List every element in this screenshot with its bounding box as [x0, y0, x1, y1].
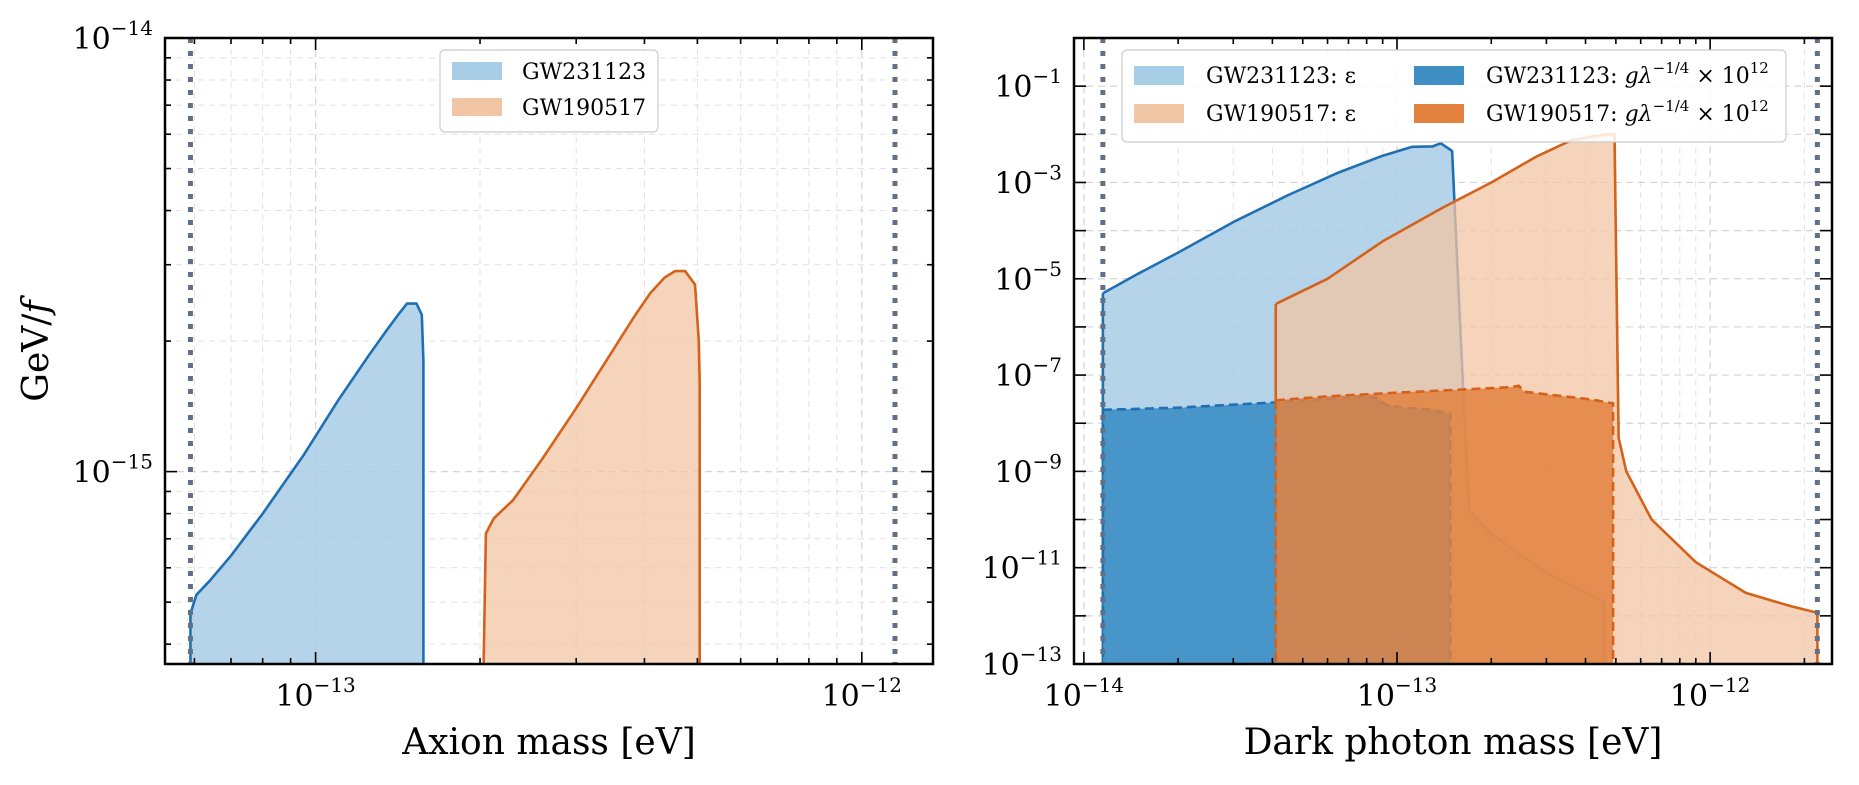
- left-legend-label-gw231123: GW231123: [522, 60, 646, 85]
- right-legend-lambda-4: λ: [1638, 102, 1653, 127]
- right-legend-lambda-3: λ: [1638, 64, 1653, 89]
- right-areas: [1101, 133, 1819, 664]
- x-tick-label: 10−13: [275, 673, 355, 714]
- x-tick-base: 10: [1357, 679, 1395, 714]
- right-legend-scale-exp-4: 12: [1750, 97, 1769, 115]
- area-fill-gw190517: [483, 271, 700, 664]
- y-tick-label: 10−11: [982, 546, 1062, 587]
- right-legend-label-gw190517-eps: GW190517: ε: [1206, 102, 1356, 127]
- right-legend-swatch-gw190517-g: [1414, 104, 1464, 123]
- right-legend-swatch-gw231123-g: [1414, 66, 1464, 85]
- y-tick-label: 10−1: [994, 64, 1062, 105]
- y-tick-base: 10: [982, 552, 1020, 587]
- right-legend-g-3: g: [1625, 64, 1639, 89]
- y-tick-base: 10: [994, 359, 1032, 394]
- right-legend-swatch-gw190517-eps: [1134, 104, 1184, 123]
- y-tick-exponent: −7: [1033, 353, 1062, 377]
- right-legend-label-gw190517-g: GW190517: gλ−1/4 × 1012: [1486, 97, 1769, 127]
- left-legend-label-gw190517: GW190517: [522, 96, 646, 121]
- right-legend-label-gw231123-eps: GW231123: ε: [1206, 64, 1356, 89]
- y-tick-label: 10−5: [994, 257, 1062, 298]
- right-legend: GW231123: ε GW190517: ε GW231123: gλ−1/4…: [1121, 49, 1787, 143]
- right-ticks: [1074, 37, 1832, 665]
- area-fill-gw190517-g-1-4-10-12: [1275, 385, 1614, 664]
- right-legend-prefix-4: GW190517:: [1486, 102, 1625, 127]
- right-legend-times-ten-3: × 10: [1689, 64, 1749, 89]
- right-legend-prefix-3: GW231123:: [1486, 64, 1625, 89]
- x-tick-base: 10: [822, 679, 860, 714]
- right-legend-scale-exp-3: 12: [1750, 59, 1769, 77]
- x-tick-exponent: −13: [1395, 673, 1437, 697]
- left-grid: [165, 37, 933, 664]
- left-y-label-f: f: [16, 295, 57, 317]
- area-edge-gw231123: [189, 302, 425, 664]
- right-legend-g-4: g: [1625, 102, 1639, 127]
- x-tick-exponent: −14: [1082, 673, 1124, 697]
- right-bounds: [1100, 38, 1820, 664]
- y-tick-label: 10−14: [73, 16, 153, 57]
- x-tick-label: 10−13: [1357, 673, 1437, 714]
- y-tick-label: 10−13: [982, 642, 1062, 683]
- y-tick-exponent: −14: [111, 16, 153, 40]
- left-ticks: [165, 37, 933, 664]
- left-bounds: [187, 38, 898, 664]
- y-tick-exponent: −13: [1020, 642, 1062, 666]
- right-axes-frame: [1072, 36, 1834, 666]
- left-areas: [189, 269, 701, 664]
- y-tick-exponent: −15: [111, 450, 153, 474]
- right-legend-times-ten-4: × 10: [1689, 102, 1749, 127]
- y-tick-exponent: −5: [1033, 257, 1062, 281]
- right-legend-lambda-exp-3: −1/4: [1653, 59, 1690, 77]
- x-tick-base: 10: [275, 679, 313, 714]
- left-y-label-main: GeV/: [16, 313, 57, 402]
- y-tick-base: 10: [982, 648, 1020, 683]
- area-edge-gw190517: [482, 269, 701, 664]
- y-tick-exponent: −11: [1020, 546, 1062, 570]
- right-legend-box: [1121, 49, 1787, 143]
- x-tick-exponent: −13: [314, 673, 356, 697]
- y-tick-base: 10: [994, 455, 1032, 490]
- y-tick-label: 10−3: [994, 160, 1062, 201]
- y-tick-base: 10: [994, 70, 1032, 105]
- left-legend: GW231123 GW190517: [439, 49, 659, 133]
- x-tick-label: 10−12: [1670, 673, 1750, 714]
- y-tick-exponent: −9: [1033, 449, 1062, 473]
- x-tick-base: 10: [1044, 679, 1082, 714]
- x-tick-label: 10−12: [822, 673, 902, 714]
- y-tick-base: 10: [73, 456, 111, 491]
- left-legend-swatch-gw190517: [452, 98, 502, 116]
- y-tick-exponent: −1: [1033, 64, 1062, 88]
- right-legend-label-gw231123-g: GW231123: gλ−1/4 × 1012: [1486, 59, 1769, 89]
- x-tick-base: 10: [1670, 679, 1708, 714]
- area-edge-gw190517-g-1-4-10-12: [1275, 384, 1615, 664]
- left-y-axis-label: GeV/f: [16, 295, 57, 402]
- y-tick-label: 10−7: [994, 353, 1062, 394]
- y-tick-label: 10−15: [73, 450, 153, 491]
- x-tick-exponent: −12: [1708, 673, 1750, 697]
- right-tick-labels: 10−14 10−13 10−1210−1310−1110−910−710−510−…: [982, 64, 1751, 714]
- left-legend-swatch-gw231123: [452, 62, 502, 80]
- area-fill-gw231123: [190, 303, 424, 664]
- y-tick-exponent: −3: [1033, 160, 1062, 184]
- y-tick-base: 10: [994, 166, 1032, 201]
- y-tick-base: 10: [994, 263, 1032, 298]
- left-x-axis-label: Axion mass [eV]: [401, 722, 696, 763]
- y-tick-label: 10−9: [994, 449, 1062, 490]
- y-tick-base: 10: [73, 22, 111, 57]
- right-panel: 10−14 10−13 10−1210−1310−1110−910−710−510−…: [982, 36, 1834, 763]
- x-tick-label: 10−14: [1044, 673, 1124, 714]
- right-x-axis-label: Dark photon mass [eV]: [1244, 722, 1663, 763]
- right-legend-swatch-gw231123-eps: [1134, 66, 1184, 85]
- left-axes-frame: [163, 36, 935, 666]
- right-legend-lambda-exp-4: −1/4: [1653, 97, 1690, 115]
- x-tick-exponent: −12: [860, 673, 902, 697]
